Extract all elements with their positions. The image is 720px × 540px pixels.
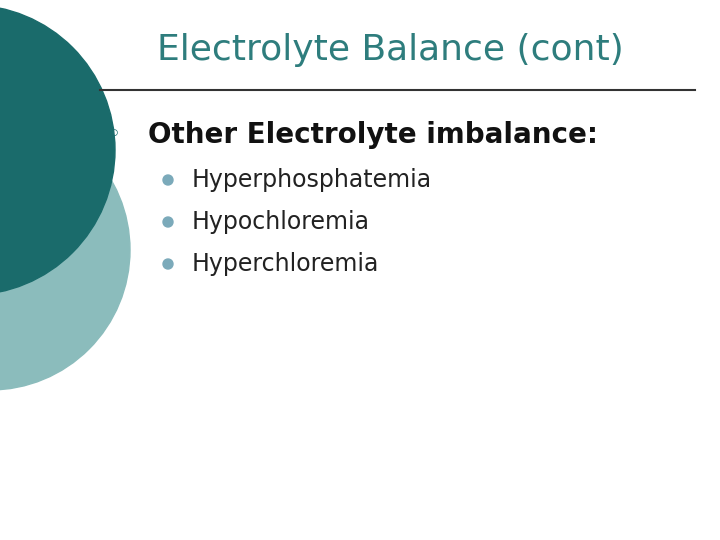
Text: Electrolyte Balance (cont): Electrolyte Balance (cont) <box>157 33 624 67</box>
Text: Hypochloremia: Hypochloremia <box>192 210 370 234</box>
Circle shape <box>0 5 115 295</box>
Text: Hyperphosphatemia: Hyperphosphatemia <box>192 168 432 192</box>
Circle shape <box>163 259 173 269</box>
Circle shape <box>0 110 130 390</box>
Text: Hyperchloremia: Hyperchloremia <box>192 252 379 276</box>
Text: Other Electrolyte imbalance:: Other Electrolyte imbalance: <box>148 121 598 149</box>
Text: ◦: ◦ <box>108 125 121 145</box>
Circle shape <box>163 175 173 185</box>
Circle shape <box>163 217 173 227</box>
